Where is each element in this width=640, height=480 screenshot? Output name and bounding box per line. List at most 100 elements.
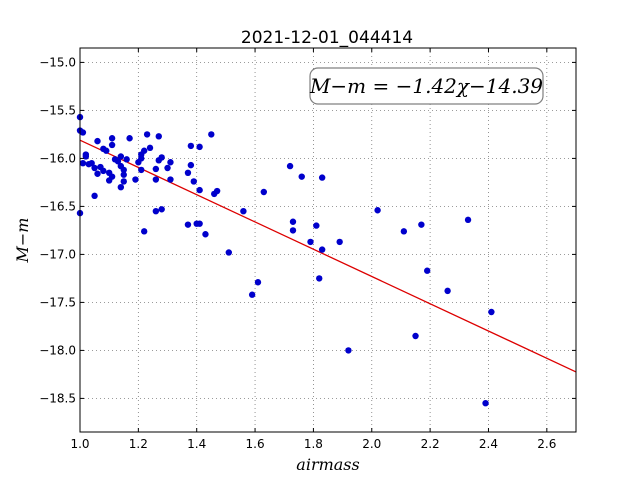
data-point (158, 206, 165, 213)
data-point (82, 153, 90, 160)
data-point (184, 169, 192, 176)
data-point (91, 164, 98, 172)
data-point (289, 227, 297, 234)
y-tick-label: −17.5 (39, 295, 76, 309)
data-point (444, 287, 451, 295)
plot-area-frame (79, 47, 577, 433)
data-point (298, 173, 305, 180)
data-point (202, 231, 209, 238)
data-point (400, 228, 408, 235)
data-point (240, 208, 247, 215)
x-tick-label: 2.0 (362, 437, 381, 451)
data-point (140, 228, 148, 235)
data-point (138, 155, 145, 162)
data-point (108, 135, 116, 142)
data-point (120, 171, 127, 178)
data-point (108, 173, 116, 180)
data-point (108, 141, 116, 149)
data-point (123, 156, 130, 163)
data-point (187, 142, 195, 150)
data-point (120, 178, 127, 185)
y-axis-label: M−m (13, 218, 32, 264)
data-point (184, 221, 192, 228)
data-point (412, 332, 419, 340)
x-axis-label: airmass (296, 455, 359, 474)
data-point (196, 220, 203, 227)
data-point (316, 275, 323, 282)
y-tick-label: −18.5 (39, 391, 76, 405)
fit-line-layer (79, 139, 577, 373)
x-tick-label: 1.8 (304, 437, 323, 451)
data-point (289, 218, 297, 225)
data-point (196, 186, 203, 194)
data-point (190, 178, 197, 185)
fit-equation: M−m = −1.42χ−14.39 (309, 74, 543, 98)
y-tick-label: −17.0 (39, 247, 76, 261)
data-point (164, 164, 171, 172)
x-tick-label: 1.4 (187, 437, 206, 451)
data-point (464, 216, 472, 224)
data-point (79, 160, 87, 167)
data-point (146, 144, 154, 152)
data-point (138, 166, 145, 174)
data-point (88, 160, 95, 167)
data-point (187, 161, 195, 169)
axis-ticks: 1.0 1.2 1.4 1.6 1.8 2.0 2.2 2.4 2.6 −15.0 −15.5 −16… (39, 48, 576, 451)
data-point (167, 159, 174, 166)
data-point (167, 176, 174, 183)
y-tick-label: −15.0 (39, 55, 76, 69)
data-point (418, 221, 425, 228)
y-tick-label: −18.0 (39, 343, 76, 357)
data-point (103, 147, 110, 154)
data-point (94, 170, 101, 177)
equation-box-border (309, 67, 544, 105)
data-point (374, 207, 381, 214)
data-point (132, 176, 139, 183)
y-tick-label: −16.5 (39, 199, 76, 213)
data-point (91, 192, 98, 200)
data-point (254, 279, 262, 286)
data-point (424, 267, 431, 274)
data-point (318, 174, 326, 181)
data-point (482, 400, 489, 407)
x-tick-label: 2.4 (479, 437, 498, 451)
fit-line (79, 139, 577, 373)
data-point (100, 167, 107, 175)
data-point (213, 187, 221, 195)
data-point (225, 249, 232, 256)
data-point (79, 129, 87, 136)
data-point (152, 176, 160, 183)
y-tick-label: −15.5 (39, 103, 76, 117)
data-point (94, 137, 101, 145)
x-tick-label: 2.2 (421, 437, 440, 451)
data-point (155, 133, 162, 140)
data-point (345, 347, 352, 354)
data-point (143, 131, 151, 138)
chart-title: 2021-12-01_044414 (241, 28, 413, 48)
x-tick-label: 2.6 (537, 437, 556, 451)
data-point (260, 188, 268, 196)
data-point (488, 308, 495, 316)
x-tick-label: 1.2 (129, 437, 148, 451)
data-point (208, 131, 215, 138)
grid (79, 48, 576, 432)
data-point (117, 153, 125, 160)
data-point (286, 162, 294, 170)
data-point (120, 166, 127, 174)
data-point (114, 158, 122, 165)
x-tick-label: 1.0 (70, 437, 89, 451)
data-points (76, 113, 495, 407)
data-point (318, 246, 326, 253)
data-point (196, 143, 203, 151)
data-point (117, 184, 125, 191)
data-point (126, 135, 133, 142)
equation-box: M−m = −1.42χ−14.39 (309, 67, 544, 105)
data-point (158, 154, 165, 161)
data-point (152, 165, 160, 173)
data-point (313, 222, 320, 229)
x-tick-label: 1.6 (246, 437, 265, 451)
y-tick-label: −16.0 (39, 151, 76, 165)
data-point (248, 291, 256, 298)
data-point (336, 238, 343, 246)
